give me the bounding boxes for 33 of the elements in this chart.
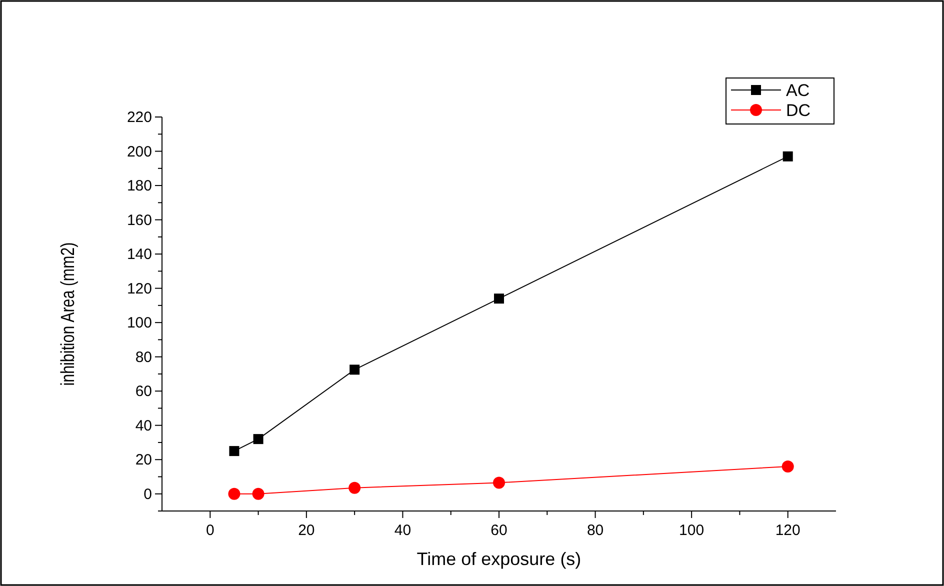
y-tick-label: 200 bbox=[126, 143, 152, 160]
x-tick-label: 0 bbox=[206, 522, 214, 539]
y-tick-label: 140 bbox=[126, 246, 152, 264]
y-tick-label: 0 bbox=[144, 486, 152, 503]
x-tick-label: 100 bbox=[679, 522, 704, 539]
x-tick-label: 20 bbox=[298, 522, 315, 539]
x-axis-title: Time of exposure (s) bbox=[416, 549, 582, 569]
y-axis-title: inhibition Area (mm2) bbox=[56, 242, 78, 386]
y-tick-label: 80 bbox=[135, 348, 152, 366]
point bbox=[228, 488, 240, 500]
y-tick-label: 100 bbox=[126, 314, 152, 332]
x-tick-label: 80 bbox=[586, 522, 604, 539]
point bbox=[782, 151, 793, 162]
y-tick-label: 180 bbox=[126, 178, 152, 195]
point bbox=[782, 460, 794, 472]
x-tick-label: 120 bbox=[775, 522, 800, 539]
y-tick-label: 40 bbox=[135, 417, 152, 434]
y-tick-label: 60 bbox=[135, 383, 152, 400]
y-tick-label: 220 bbox=[126, 109, 152, 126]
point bbox=[252, 488, 264, 500]
x-tick-label: 60 bbox=[490, 522, 508, 539]
point bbox=[350, 364, 360, 375]
y-tick-label: 20 bbox=[135, 452, 152, 469]
y-tick-label: 120 bbox=[126, 280, 152, 298]
point bbox=[493, 476, 505, 489]
x-tick-label: 40 bbox=[394, 522, 412, 539]
point bbox=[348, 482, 361, 494]
point bbox=[494, 294, 504, 304]
legend-label: AC bbox=[786, 81, 810, 100]
y-tick-label: 160 bbox=[126, 212, 152, 229]
legend-label: DC bbox=[786, 101, 811, 120]
point bbox=[229, 446, 240, 456]
point bbox=[253, 434, 264, 444]
